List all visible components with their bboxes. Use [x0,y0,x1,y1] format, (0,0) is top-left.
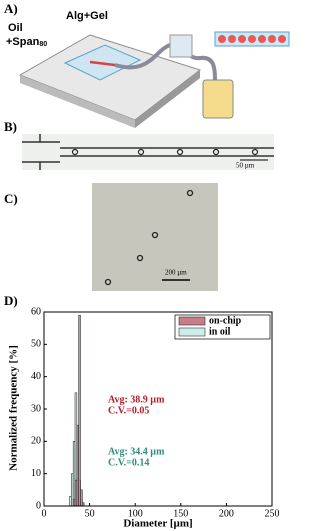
plot-area [44,312,272,506]
droplets [71,148,259,156]
panel-label: C) [4,191,18,206]
bar [78,314,81,507]
chip-edge [20,75,135,128]
figure: A) Oil +Span80 Alg+Gel B) 50 µm C) 200 µ… [4,1,290,530]
channel-walls [22,134,274,170]
chip-edge [135,70,200,128]
x-tick-label: 200 [219,508,234,519]
panel-label: B) [4,119,17,134]
span-sub: 80 [39,41,47,48]
annotation: C.V.=0.14 [108,457,149,468]
y-tick-label: 10 [31,468,41,479]
scale-label: 50 µm [236,162,255,170]
annotation: Avg: 34.4 µm [108,446,165,457]
beaker [202,79,234,119]
x-tick-label: 250 [265,508,280,519]
legend-label: in oil [209,326,231,337]
micrograph [22,134,274,170]
x-axis-label: Diameter [µm] [123,518,192,530]
x-tick-label: 100 [128,508,143,519]
cooler [169,34,193,58]
legend-swatch [178,327,206,337]
panel-label: A) [4,1,18,16]
y-tick-label: 0 [36,500,41,511]
page: A) Oil +Span80 Alg+Gel B) 50 µm C) 200 µ… [4,0,290,530]
panel-label: D) [4,293,18,308]
x-tick-label: 50 [85,508,95,519]
annotation: C.V.=0.05 [108,405,149,416]
y-tick-label: 30 [31,403,41,414]
legend-label: on-chip [209,315,242,326]
annotation: Avg: 38.9 µm [108,394,165,405]
alg-label: Alg+Gel [66,10,108,22]
x-tick-label: 0 [42,508,47,519]
y-tick-label: 60 [31,306,41,317]
y-tick-label: 20 [31,436,41,447]
legend-swatch [178,316,206,326]
span-label: +Span80 [6,36,47,48]
span-text: +Span [6,36,40,48]
channel [89,60,116,67]
y-axis-label: Normalized frequency [%] [8,345,20,471]
y-tick-label: 50 [31,339,41,350]
y-tick-label: 40 [31,371,41,382]
beads [104,189,194,286]
x-tick-label: 150 [173,508,188,519]
droplets [218,35,286,43]
axes-box [43,311,273,507]
oil-label: Oil [8,22,23,34]
scale-label: 200 µm [165,269,187,277]
